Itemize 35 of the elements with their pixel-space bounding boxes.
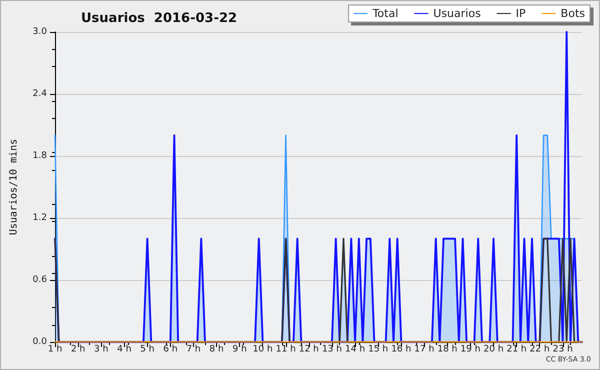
y-tick-label: 1.8 <box>32 151 48 161</box>
x-tick-label: 5 h <box>140 344 154 354</box>
x-tick-label: 17 h <box>414 344 434 354</box>
x-tick-label: 3 h <box>94 344 108 354</box>
x-tick-label: 16 h <box>391 344 412 354</box>
x-tick-label: 18 h <box>437 344 458 354</box>
x-tick-label: 14 h <box>345 344 366 354</box>
y-tick-label: 2.4 <box>32 89 48 99</box>
legend-label: IP <box>516 7 526 20</box>
x-tick-label: 20 h <box>484 344 504 354</box>
x-tick-label: 1 h <box>48 344 62 354</box>
chart-title: Usuarios 2016-03-22 <box>81 11 238 26</box>
legend-label: Bots <box>560 7 586 20</box>
x-tick-label: 9 h <box>232 344 247 354</box>
legend-label: Total <box>372 7 398 20</box>
x-tick-label: 10 h <box>252 344 273 354</box>
x-tick-label: 11 h <box>276 344 296 354</box>
y-axis-title: Usuarios/10 mins <box>8 138 20 236</box>
x-tick-label: 21 h <box>506 344 527 354</box>
y-tick-label: 0.6 <box>32 275 48 285</box>
x-tick-label: 22 h <box>530 344 550 354</box>
y-tick-label: 3.0 <box>32 27 48 37</box>
x-tick-label: 15 h <box>368 344 388 354</box>
x-tick-label: 13 h <box>322 344 342 354</box>
x-tick-label: 7 h <box>186 344 201 354</box>
legend-label: Usuarios <box>433 7 482 20</box>
x-tick-label: 23 h <box>552 344 573 354</box>
x-tick-label: 12 h <box>298 344 319 354</box>
x-tick-label: 6 h <box>163 344 178 354</box>
y-tick-label: 1.2 <box>32 213 47 223</box>
x-tick-label: 4 h <box>117 344 132 354</box>
x-tick-label: 8 h <box>209 344 224 354</box>
x-tick-label: 2 h <box>70 344 86 354</box>
x-tick-label: 19 h <box>460 344 480 354</box>
y-tick-label: 0.0 <box>32 337 48 347</box>
